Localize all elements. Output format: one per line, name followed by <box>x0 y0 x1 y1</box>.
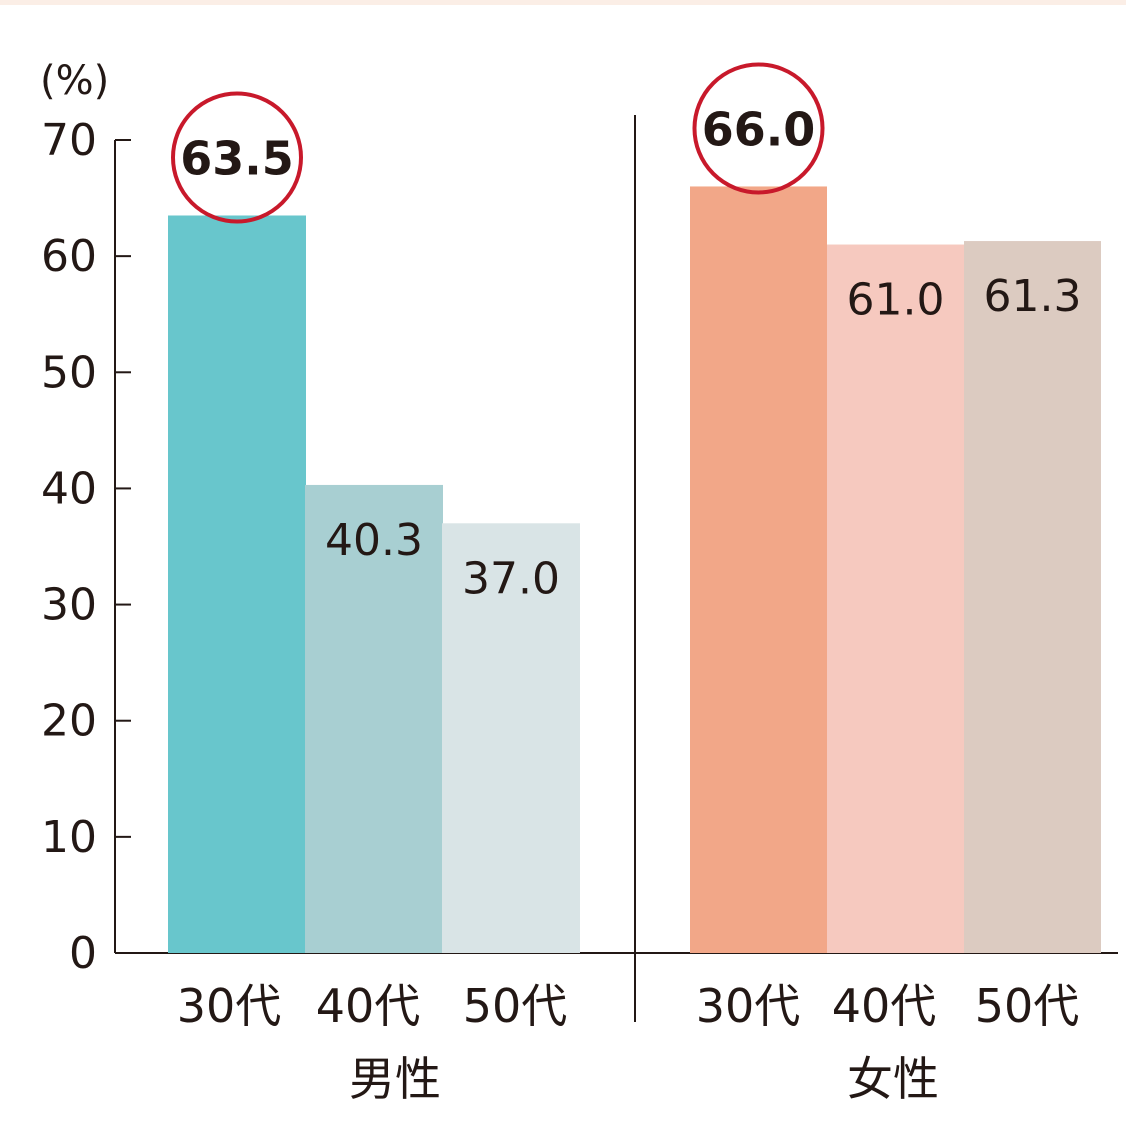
group-label: 女性 <box>847 1052 939 1106</box>
bar-female-30s <box>690 186 827 953</box>
top-accent-bar <box>0 0 1126 5</box>
bar-male-40s <box>305 484 443 953</box>
y-tick-label: 40 <box>41 463 97 514</box>
x-category-label: 40代 <box>832 979 937 1033</box>
y-tick-label: 30 <box>41 580 97 631</box>
data-label: 63.5 <box>180 131 294 185</box>
bar-male-50s <box>442 523 580 953</box>
y-tick-label: 70 <box>41 115 97 166</box>
data-label: 61.3 <box>984 271 1082 322</box>
x-category-label: 40代 <box>316 979 421 1033</box>
y-tick-label: 0 <box>69 928 97 979</box>
y-tick-label: 10 <box>41 812 97 863</box>
x-category-label: 30代 <box>177 979 282 1033</box>
data-label: 61.0 <box>847 275 945 326</box>
data-label: 37.0 <box>462 553 560 604</box>
highlight-circle <box>171 91 303 224</box>
bars: 63.5 40.3 37.0 66.0 61.0 61.3 <box>168 62 1101 953</box>
y-tick-label: 50 <box>41 347 97 398</box>
highlight-circle <box>692 62 825 195</box>
x-category-label: 30代 <box>696 979 801 1033</box>
y-tick-label: 60 <box>41 231 97 282</box>
bar-female-50s <box>964 241 1101 953</box>
y-axis-unit-label: (%) <box>40 58 109 104</box>
bar-female-40s <box>827 244 964 953</box>
x-category-label: 50代 <box>463 979 568 1033</box>
x-category-label: 50代 <box>975 979 1080 1033</box>
bar-male-30s <box>168 215 306 953</box>
data-label: 40.3 <box>325 515 423 566</box>
y-tick-label: 20 <box>41 696 97 747</box>
data-label: 66.0 <box>702 102 816 156</box>
group-label: 男性 <box>349 1052 441 1106</box>
